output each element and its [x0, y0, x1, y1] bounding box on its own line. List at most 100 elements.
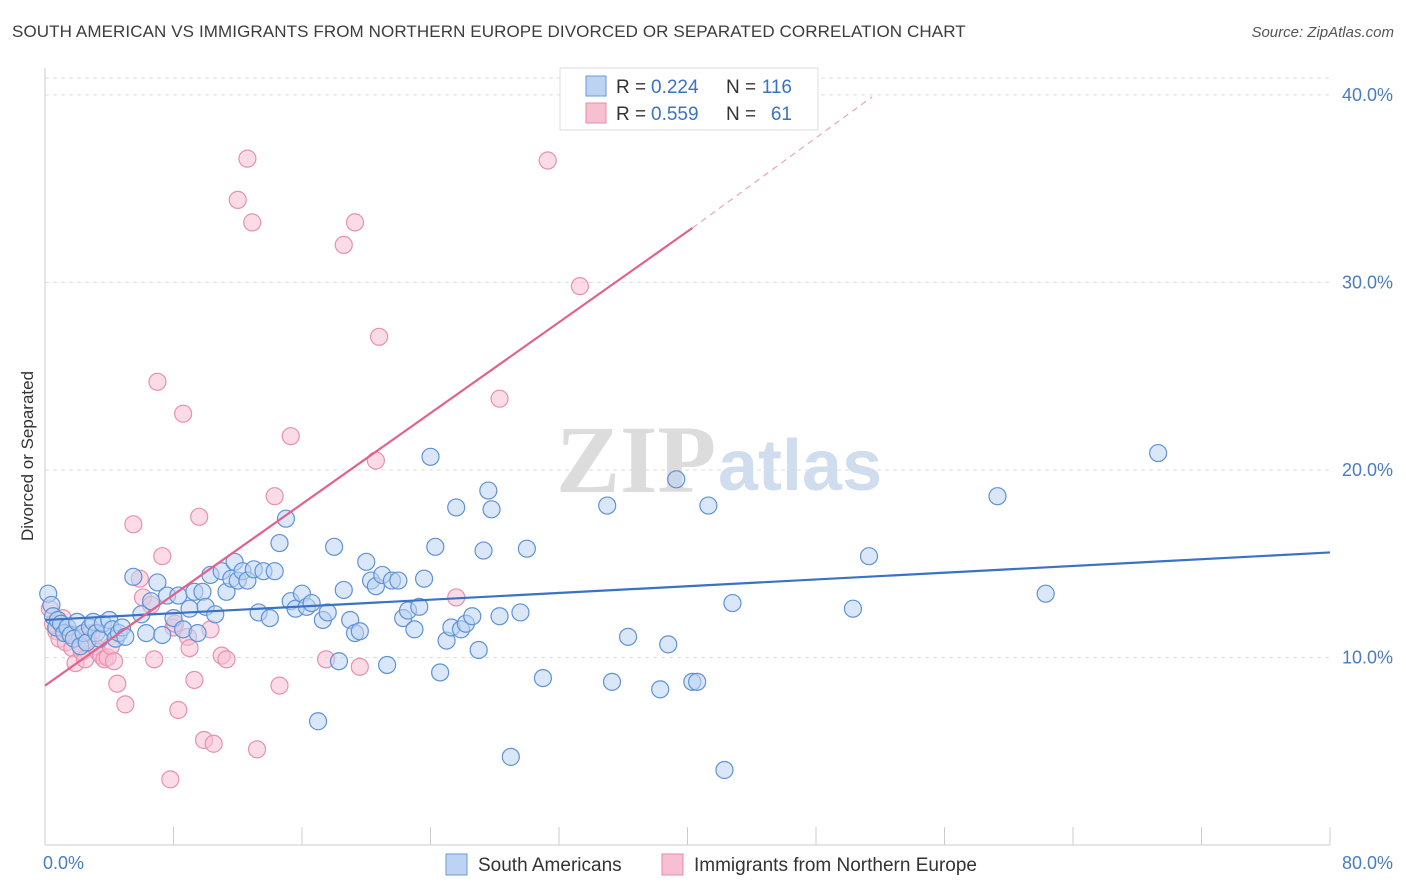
point-south-american [410, 597, 429, 616]
point-south-american [357, 552, 376, 571]
point-northern-europe [169, 700, 188, 720]
point-northern-europe [185, 670, 204, 690]
point-south-american [329, 652, 349, 671]
point-northern-europe [145, 650, 164, 669]
point-south-american [667, 470, 686, 489]
point-south-american [463, 607, 482, 626]
point-south-american [180, 599, 199, 618]
point-northern-europe [370, 327, 389, 346]
point-south-american [490, 607, 509, 626]
legend-r-label: R = [616, 77, 646, 98]
point-northern-europe [281, 427, 300, 446]
point-south-american [1149, 443, 1168, 463]
point-south-american [414, 569, 434, 588]
chart-title: SOUTH AMERICAN VS IMMIGRANTS FROM NORTHE… [12, 22, 966, 41]
point-south-american [447, 498, 466, 517]
point-northern-europe [104, 652, 124, 671]
point-south-american [517, 539, 536, 558]
y-axis-label: Divorced or Separated [18, 371, 37, 541]
watermark-atlas: atlas [718, 426, 882, 506]
point-northern-europe [345, 213, 365, 232]
point-northern-europe [270, 676, 289, 695]
legend-swatch-blue [585, 75, 607, 97]
point-south-american [188, 623, 207, 643]
trend-lines [44, 96, 1331, 687]
point-south-american [474, 541, 493, 560]
point-south-american [276, 509, 296, 528]
legend: R = 0.224 N = 116 R = 0.559 N = 61 [559, 67, 819, 131]
point-northern-europe [124, 515, 143, 534]
legend-r-value: 0.224 [651, 77, 699, 98]
point-south-american [859, 547, 879, 566]
point-northern-europe [190, 507, 209, 526]
point-northern-europe [116, 695, 135, 714]
point-south-american [469, 640, 488, 660]
point-south-american [153, 625, 172, 645]
data-points [39, 149, 1168, 789]
point-south-american [533, 668, 553, 688]
point-northern-europe [153, 547, 172, 566]
point-south-american [378, 655, 397, 675]
point-south-american [431, 663, 450, 682]
point-south-american [602, 672, 622, 691]
point-northern-europe [334, 235, 353, 255]
y-tick-label: 10.0% [1342, 647, 1393, 667]
point-south-american [482, 500, 501, 519]
point-south-american [318, 603, 337, 622]
legend-swatch-pink [585, 102, 607, 124]
point-northern-europe [570, 277, 589, 296]
point-south-american [308, 712, 328, 731]
point-south-american [389, 571, 408, 590]
point-south-american [598, 496, 617, 515]
point-northern-europe [538, 151, 557, 170]
point-northern-europe [217, 650, 236, 669]
bottom-legend-label: South Americans [478, 855, 622, 876]
point-south-american [715, 760, 734, 780]
point-south-american [270, 533, 289, 553]
legend-r-label: R = [616, 104, 646, 125]
tick-labels: 10.0% 20.0% 30.0% 40.0% 0.0% 80.0% [43, 85, 1393, 873]
trend-line-south-american [44, 551, 1331, 622]
point-northern-europe [148, 372, 167, 391]
point-northern-europe [243, 213, 262, 232]
point-south-american [193, 582, 212, 601]
legend-n-value: 116 [762, 77, 792, 98]
point-northern-europe [180, 638, 199, 658]
legend-n-value: 61 [771, 104, 792, 125]
point-south-american [302, 593, 321, 613]
point-south-american [148, 573, 167, 592]
y-tick-label: 20.0% [1342, 460, 1393, 480]
point-south-american [334, 580, 353, 600]
point-northern-europe [247, 740, 267, 759]
bottom-legend-label: Immigrants from Northern Europe [694, 855, 977, 876]
bottom-legend-swatch-blue [445, 853, 468, 876]
point-south-american [659, 635, 678, 654]
point-northern-europe [238, 149, 257, 168]
legend-r-value: 0.559 [651, 104, 699, 125]
point-south-american [618, 627, 638, 646]
point-northern-europe [490, 389, 509, 408]
point-northern-europe [265, 487, 284, 506]
watermark-zip: ZIP [556, 406, 716, 513]
point-south-american [688, 672, 707, 691]
trend-line-northern-europe [44, 227, 693, 687]
y-tick-label: 40.0% [1342, 85, 1393, 105]
point-northern-europe [228, 190, 247, 209]
chart-source: Source: ZipAtlas.com [1251, 24, 1394, 41]
legend-n-label: N = [726, 104, 756, 125]
point-south-american [1036, 584, 1055, 603]
watermark: ZIP atlas [556, 406, 882, 513]
point-south-american [511, 603, 530, 622]
point-south-american [501, 747, 520, 766]
point-south-american [988, 487, 1007, 506]
bottom-legend-swatch-pink [661, 853, 684, 876]
point-south-american [260, 608, 279, 628]
point-south-american [116, 627, 135, 646]
bottom-legend: South Americans Immigrants from Northern… [445, 853, 977, 876]
trend-line-northern-europe-extension [691, 96, 873, 229]
point-south-american [426, 537, 445, 556]
point-south-american [421, 447, 440, 466]
point-northern-europe [350, 657, 369, 676]
point-south-american [651, 680, 670, 699]
